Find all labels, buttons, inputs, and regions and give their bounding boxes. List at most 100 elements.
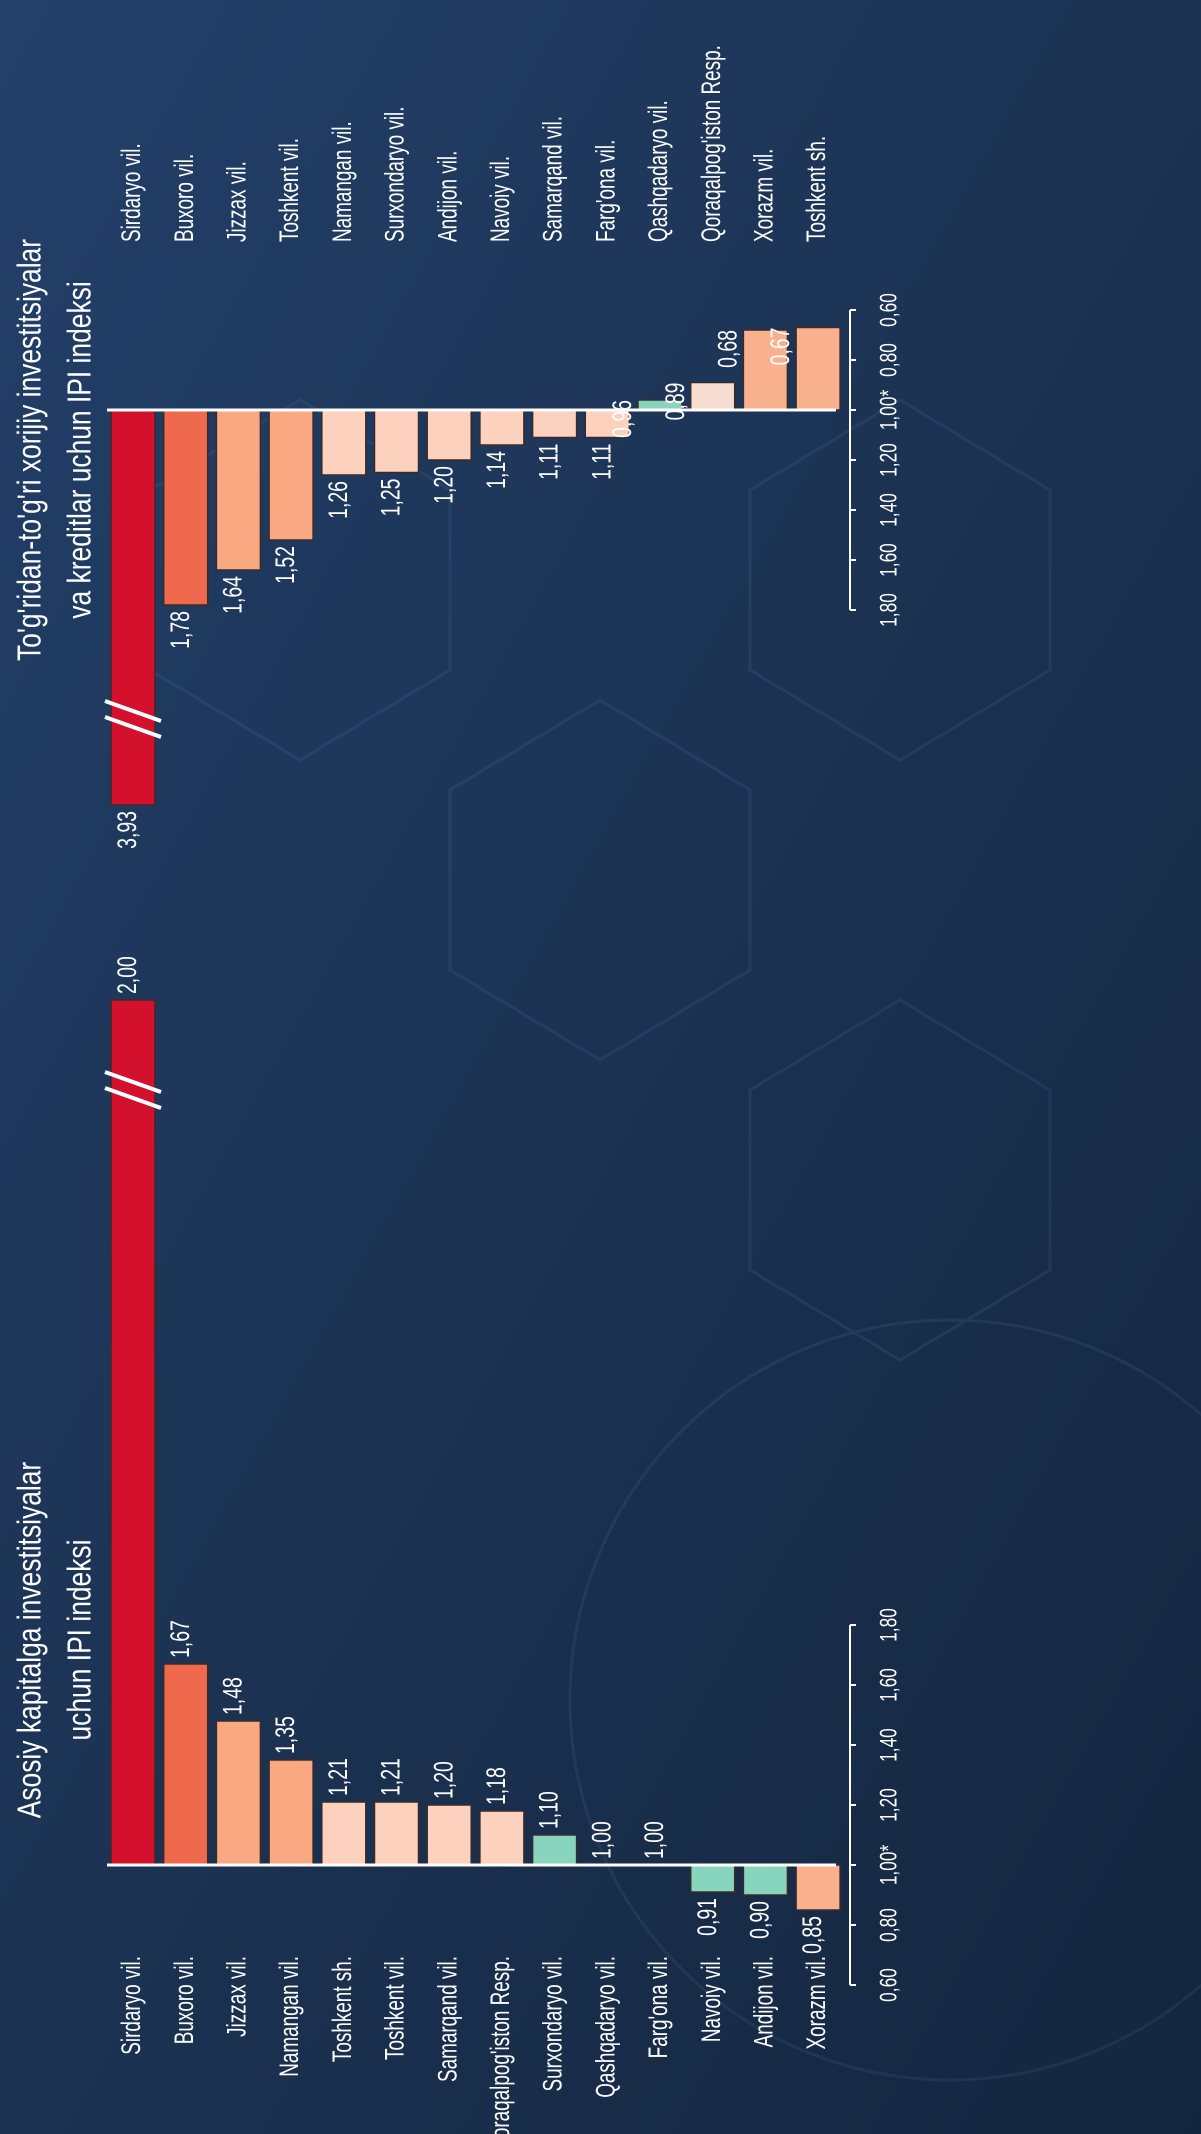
axis-break xyxy=(104,715,162,739)
value-label: 0,91 xyxy=(692,1898,722,1936)
category-label: Surxondaryo vil. xyxy=(379,107,409,242)
category-label: Farg'ona vil. xyxy=(590,140,620,242)
category-label: Sirdaryo vil. xyxy=(116,143,146,242)
value-label: 1,52 xyxy=(270,546,300,584)
x-tick-label: 1,80 xyxy=(876,593,902,627)
category-label: Qoraqalpog'iston Resp. xyxy=(485,1956,515,2134)
category-label: Qashqadaryo vil. xyxy=(590,1956,620,2098)
bar xyxy=(479,1810,525,1866)
bar xyxy=(373,1801,420,1866)
bar xyxy=(531,1834,578,1866)
value-label: 1,20 xyxy=(428,466,458,504)
x-tick-label: 0,80 xyxy=(876,1908,902,1942)
category-label: Jizzax vil. xyxy=(221,1956,251,2037)
x-tick-label: 1,20 xyxy=(876,1788,902,1822)
bar xyxy=(110,999,156,1866)
value-label: 1,21 xyxy=(323,1758,353,1796)
value-label: 1,26 xyxy=(323,481,353,519)
value-label: 1,21 xyxy=(376,1758,406,1796)
category-label: Jizzax vil. xyxy=(221,161,251,242)
value-label: 3,93 xyxy=(112,811,142,849)
category-label: Navoiy vil. xyxy=(485,156,515,242)
chart-area: Asosiy kapitalga investitsiyalar uchun IP… xyxy=(12,45,902,2134)
bar xyxy=(689,1864,736,1893)
x-tick-label: 1,40 xyxy=(876,493,902,527)
bar xyxy=(742,1864,789,1896)
bar xyxy=(426,1804,472,1866)
value-label: 2,00 xyxy=(112,956,142,994)
value-label: 1,14 xyxy=(481,451,511,489)
category-label: Andijon vil. xyxy=(748,1956,778,2047)
value-label: 0,85 xyxy=(797,1916,827,1954)
category-label: Namangan vil. xyxy=(274,1956,304,2077)
category-label: Xorazm vil. xyxy=(801,1956,831,2049)
x-tick-label: 0,80 xyxy=(876,343,902,377)
axis-break xyxy=(104,699,162,723)
x-tick-label: 1,40 xyxy=(876,1728,902,1762)
bar xyxy=(110,409,156,806)
bar xyxy=(795,326,841,411)
category-label: Toshkent sh. xyxy=(801,136,831,242)
category-label: Sirdaryo vil. xyxy=(116,1956,146,2055)
value-label: 1,10 xyxy=(534,1791,564,1829)
category-label: Xorazm vil. xyxy=(748,149,778,242)
x-tick-label: 1,60 xyxy=(876,543,902,577)
x-tick-label: 1,00* xyxy=(876,390,902,430)
category-label: Qoraqalpog'iston Resp. xyxy=(696,45,726,242)
x-tick-label: 1,20 xyxy=(876,443,902,477)
category-label: Toshkent vil. xyxy=(379,1956,409,2060)
bar xyxy=(321,409,367,476)
bar xyxy=(479,409,525,446)
bar xyxy=(321,1801,367,1866)
x-tick-label: 0,60 xyxy=(876,293,902,327)
axis-break xyxy=(104,1070,162,1094)
value-label: 1,25 xyxy=(376,478,406,516)
value-label: 0,68 xyxy=(712,330,742,368)
value-label: 0,67 xyxy=(765,327,795,365)
axis-break xyxy=(104,1086,162,1110)
value-label: 1,67 xyxy=(165,1620,195,1658)
value-label: 1,18 xyxy=(481,1767,511,1805)
bar xyxy=(795,1864,841,1911)
x-tick-label: 1,60 xyxy=(876,1668,902,1702)
value-label: 1,11 xyxy=(534,443,564,479)
category-label: Samarqand vil. xyxy=(537,116,567,242)
category-label: Navoiy vil. xyxy=(696,1956,726,2042)
value-label: 1,00 xyxy=(586,1821,616,1859)
bar xyxy=(162,1663,209,1866)
chart-title: To'g'ridan-to'g'ri xorijiy investitsiyal… xyxy=(12,239,48,661)
category-label: Andijon vil. xyxy=(432,151,462,242)
chart-title: Asosiy kapitalga investitsiyalar xyxy=(12,1462,48,1819)
category-label: Samarqand vil. xyxy=(432,1956,462,2082)
bar xyxy=(268,1759,314,1866)
category-label: Namangan vil. xyxy=(327,121,357,242)
chart-title: va kreditlar uchun IPI indeksi xyxy=(62,281,98,618)
value-label: 0,90 xyxy=(744,1901,774,1939)
category-label: Toshkent sh. xyxy=(327,1956,357,2062)
category-label: Surxondaryo vil. xyxy=(537,1956,567,2091)
category-label: Toshkent vil. xyxy=(274,138,304,242)
value-label: 1,00 xyxy=(639,1821,669,1859)
category-label: Farg'ona vil. xyxy=(643,1956,673,2058)
value-label: 0,96 xyxy=(607,400,637,438)
bar xyxy=(215,409,262,571)
x-tick-label: 1,00* xyxy=(876,1845,902,1885)
bar xyxy=(531,409,578,439)
value-label: 1,64 xyxy=(217,576,247,614)
value-label: 1,48 xyxy=(217,1677,247,1715)
category-label: Buxoro vil. xyxy=(169,1956,199,2044)
x-tick-label: 0,60 xyxy=(876,1968,902,2002)
bar xyxy=(268,409,314,541)
bar xyxy=(162,409,209,606)
chart-title: uchun IPI indeksi xyxy=(62,1539,98,1740)
x-tick-label: 1,80 xyxy=(876,1608,902,1642)
value-label: 1,11 xyxy=(586,443,616,479)
value-label: 1,35 xyxy=(270,1716,300,1754)
value-label: 1,20 xyxy=(428,1761,458,1799)
category-label: Qashqadaryo vil. xyxy=(643,100,673,242)
category-label: Buxoro vil. xyxy=(169,154,199,242)
bar xyxy=(426,409,472,461)
value-label: 0,89 xyxy=(660,383,690,421)
value-label: 1,78 xyxy=(165,611,195,649)
